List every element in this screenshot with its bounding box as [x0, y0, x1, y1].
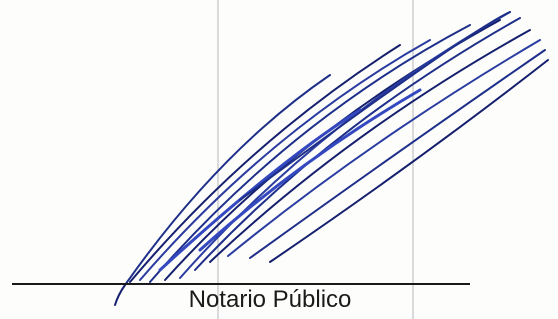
signature-label: Notario Público — [0, 286, 540, 314]
signature — [115, 12, 548, 305]
page: Notario Público — [0, 0, 558, 319]
signature-area — [0, 0, 558, 319]
